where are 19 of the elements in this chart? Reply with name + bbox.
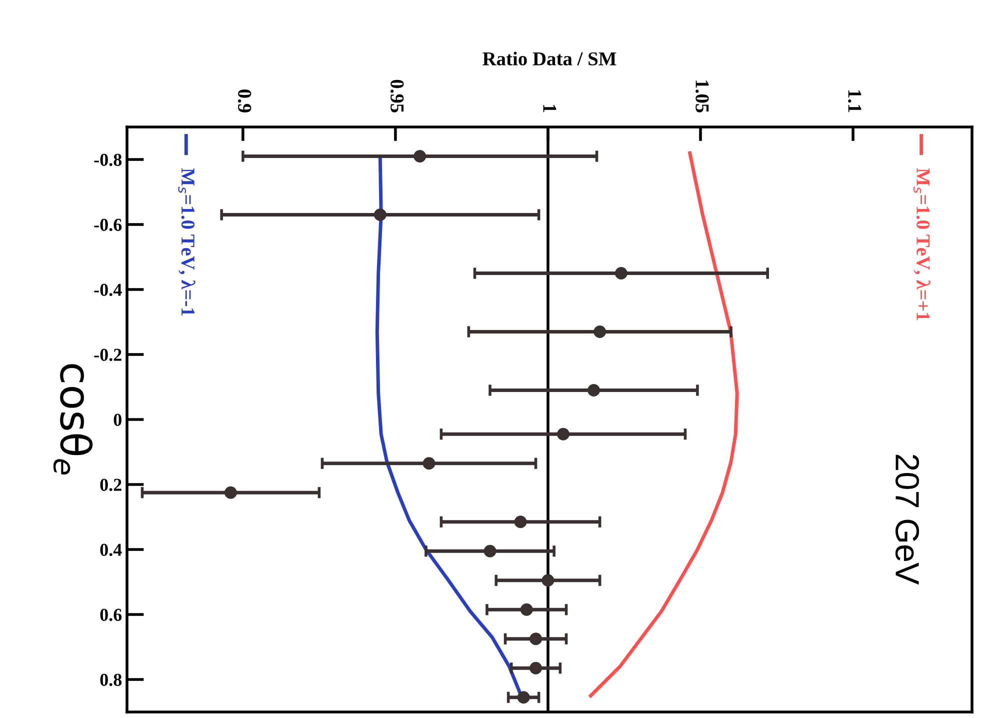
y-tick-label: -0.2	[94, 348, 122, 362]
y-tick-label: -0.8	[94, 154, 122, 166]
legend-label: M$_{s}$=1.0 TeV, λ=-1	[178, 168, 196, 316]
y-tick-label: -0.4	[94, 284, 122, 296]
y-tick-label: 0.8	[100, 674, 122, 686]
y-tick-label: 0.2	[100, 478, 122, 492]
y-axis-title: cosθ$_{e}$	[53, 364, 93, 474]
x-tick-label: 0.9	[238, 90, 252, 112]
x-tick-label: 1.05	[696, 80, 709, 112]
y-tick-label: 0.6	[100, 608, 122, 622]
legend-label: M$_{s}$=1.0 TeV, λ=+1	[913, 168, 930, 320]
x-tick-label: 0.95	[390, 80, 404, 112]
annotation: 207 GeV	[895, 454, 920, 585]
y-tick-label: 0	[114, 414, 122, 426]
x-tick-label: 1	[543, 104, 556, 112]
y-tick-label: 0.4	[100, 544, 122, 556]
y-tick-label: -0.6	[94, 218, 122, 232]
x-axis-title: Ratio Data / SM	[482, 52, 616, 66]
x-tick-label: 1.1	[848, 90, 862, 112]
